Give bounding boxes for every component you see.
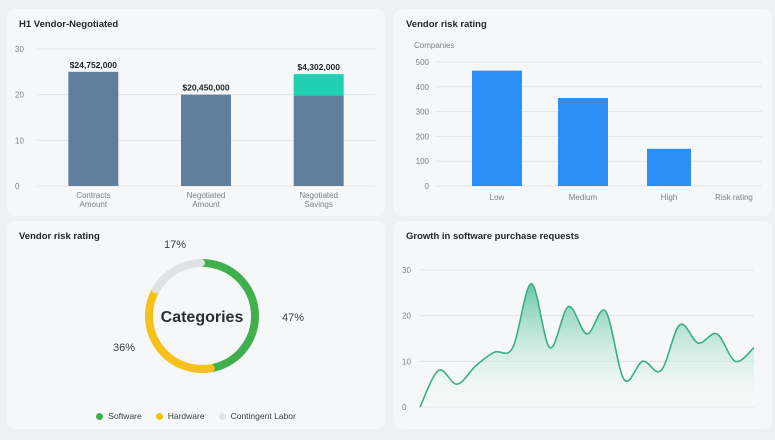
y-tick-label: 30 bbox=[402, 266, 411, 275]
risk-donut-card: Vendor risk rating 47% 36% 17% Categories S… bbox=[7, 221, 385, 429]
y-tick-label: 0 bbox=[402, 403, 407, 412]
y-tick-label: 300 bbox=[416, 108, 430, 117]
y-tick-label: 20 bbox=[402, 312, 411, 321]
legend-swatch bbox=[96, 412, 104, 420]
x-tick-label: High bbox=[661, 193, 677, 202]
risk-donut-chart: 47% 36% 17% Categories bbox=[113, 239, 304, 373]
legend-label: Software bbox=[108, 411, 142, 421]
vendor-negotiated-card: H1 Vendor-Negotiated 0 10 20 30 $24,752,000 C… bbox=[7, 9, 385, 216]
risk-rating-card: Vendor risk rating Companies 0 100 200 300 40… bbox=[394, 9, 772, 216]
slice-label: 36% bbox=[113, 342, 135, 354]
area-fill bbox=[420, 283, 754, 407]
slice-label: 17% bbox=[164, 239, 186, 251]
x-tick-label: Amount bbox=[80, 200, 108, 209]
card-title: H1 Vendor-Negotiated bbox=[19, 19, 119, 30]
y-tick-label: 0 bbox=[425, 182, 430, 191]
vendor-negotiated-chart: 0102030$24,752,000ContractsAmount$20,450… bbox=[15, 45, 375, 209]
donut-slice bbox=[199, 259, 259, 372]
legend-swatch bbox=[155, 412, 163, 420]
legend-item-contingent-labor[interactable]: Contingent Labor bbox=[218, 411, 296, 421]
donut-center-label: Categories bbox=[161, 309, 244, 326]
y-tick-label: 20 bbox=[15, 91, 24, 100]
card-title: Vendor risk rating bbox=[406, 19, 487, 30]
x-tick-label: Negotiated bbox=[299, 191, 338, 200]
y-tick-label: 10 bbox=[402, 357, 411, 366]
y-tick-label: 10 bbox=[15, 136, 24, 145]
y-tick-label: 500 bbox=[416, 58, 430, 67]
x-tick-label: Contracts bbox=[76, 191, 110, 200]
donut-slice bbox=[145, 287, 215, 373]
x-tick-label: Medium bbox=[569, 193, 598, 202]
card-title: Growth in software purchase requests bbox=[406, 231, 580, 242]
legend-item-software[interactable]: Software bbox=[96, 411, 142, 421]
bar bbox=[647, 148, 691, 186]
legend-label: Contingent Labor bbox=[230, 411, 296, 421]
x-tick-label: Savings bbox=[304, 200, 332, 209]
legend-item-hardware[interactable]: Hardware bbox=[155, 411, 205, 421]
legend-label: Hardware bbox=[167, 411, 205, 421]
y-axis-label: Companies bbox=[414, 41, 454, 50]
y-tick-label: 0 bbox=[15, 182, 20, 191]
donut-legend: Software Hardware Contingent Labor bbox=[7, 411, 385, 421]
y-tick-label: 30 bbox=[15, 45, 24, 54]
data-label: $4,302,000 bbox=[297, 62, 340, 72]
data-label: $20,450,000 bbox=[182, 83, 230, 93]
legend-swatch bbox=[218, 412, 226, 420]
bar-stack-top bbox=[293, 74, 344, 96]
x-axis-label: Risk rating bbox=[715, 193, 753, 202]
x-tick-label: Negotiated bbox=[187, 191, 226, 200]
card-title: Vendor risk rating bbox=[19, 231, 100, 242]
slice-label: 47% bbox=[282, 312, 304, 324]
data-label: $24,752,000 bbox=[70, 60, 118, 70]
bar bbox=[293, 95, 344, 186]
x-tick-label: Low bbox=[490, 193, 505, 202]
risk-rating-chart: Companies 0 100 200 300 400 500 Low Medium High Ri… bbox=[414, 41, 762, 202]
y-tick-label: 100 bbox=[416, 157, 430, 166]
growth-chart: 0 10 20 30 bbox=[402, 266, 755, 412]
y-tick-label: 400 bbox=[416, 83, 430, 92]
donut-slice bbox=[152, 259, 205, 294]
x-tick-label: Amount bbox=[192, 200, 220, 209]
bar bbox=[181, 94, 231, 186]
bar bbox=[68, 71, 119, 186]
area-line bbox=[419, 282, 755, 408]
bar bbox=[558, 97, 608, 186]
bar bbox=[472, 70, 522, 186]
y-tick-label: 200 bbox=[416, 132, 430, 141]
growth-card: Growth in software purchase requests 0 10… bbox=[394, 221, 772, 429]
